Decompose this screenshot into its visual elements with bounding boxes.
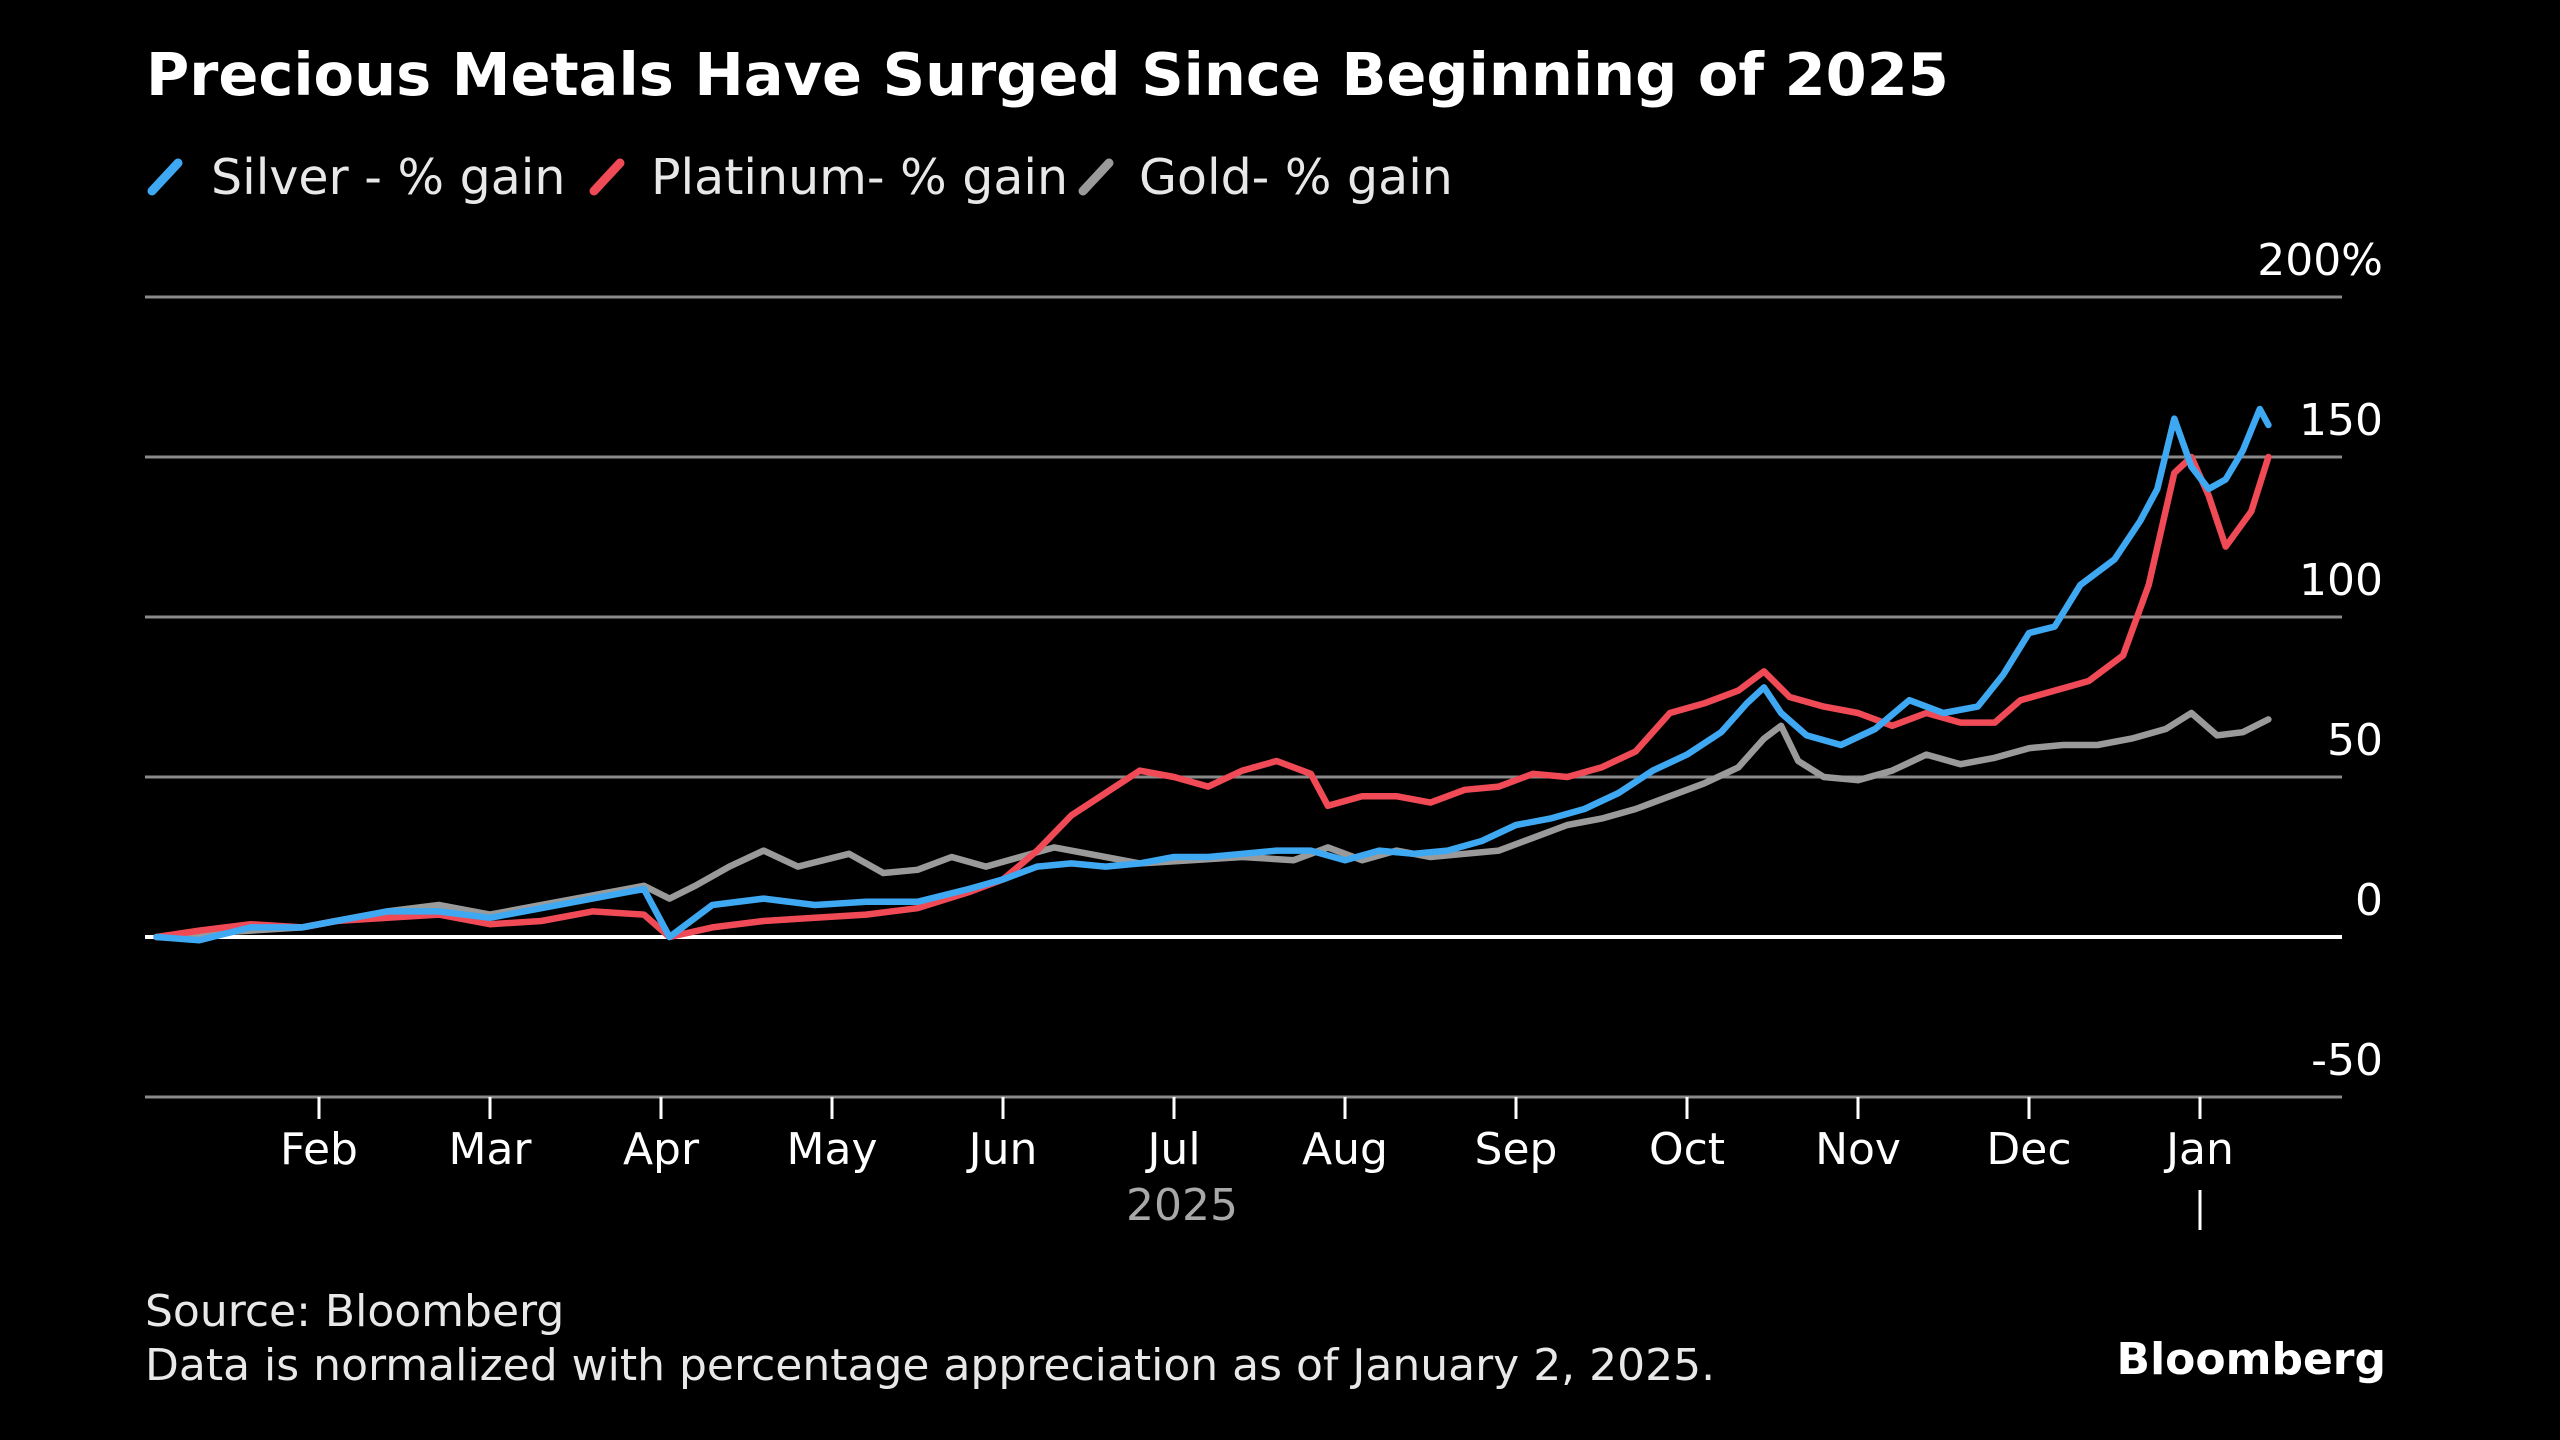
legend-item-gold: Gold- % gain (1078, 149, 1453, 206)
legend-label-platinum: Platinum- % gain (651, 149, 1068, 206)
y-tick-label: 100 (2299, 555, 2383, 606)
x-axis: Feb Mar Apr May Jun Jul Aug Sep Oct Nov Dec Jan (280, 1097, 2234, 1230)
legend-label-silver: Silver - % gain (211, 149, 565, 206)
x-tick-label: May (787, 1124, 878, 1175)
legend-swatch-platinum (589, 158, 625, 196)
x-tick-label: Oct (1649, 1124, 1725, 1175)
footnote-text: Data is normalized with percentage appre… (145, 1340, 1715, 1391)
x-tick-label: Jan (2163, 1124, 2234, 1175)
x-axis-year-label: 2025 (1126, 1180, 1238, 1231)
y-tick-label: 150 (2299, 395, 2383, 446)
legend-swatch-gold (1078, 158, 1114, 196)
legend-swatch-silver (147, 158, 183, 196)
series-line-gold (153, 709, 2272, 941)
x-tick-label: Sep (1475, 1124, 1558, 1175)
x-tick-label: Nov (1815, 1124, 1901, 1175)
legend-label-gold: Gold- % gain (1139, 149, 1453, 206)
x-tick-label: Feb (280, 1124, 358, 1175)
chart-title: Precious Metals Have Surged Since Beginn… (146, 40, 1949, 109)
y-tick-label: 50 (2327, 715, 2383, 766)
y-tick-label: 0 (2355, 875, 2383, 926)
x-tick-label: Jul (1144, 1124, 1200, 1175)
y-axis-labels: -50 0 50 100 150 200% (2257, 235, 2383, 1086)
series-lines (153, 405, 2272, 944)
gridlines (145, 295, 2342, 1099)
bloomberg-logo: Bloomberg (2117, 1334, 2386, 1385)
legend-item-platinum: Platinum- % gain (589, 149, 1068, 206)
legend-item-silver: Silver - % gain (147, 149, 565, 206)
series-line-platinum (153, 453, 2272, 941)
x-tick-label: Apr (623, 1124, 700, 1175)
x-tick-label: Aug (1302, 1124, 1388, 1175)
y-tick-label: -50 (2311, 1035, 2383, 1086)
x-tick-label: Dec (1986, 1124, 2071, 1175)
source-text: Source: Bloomberg (145, 1286, 564, 1337)
x-tick-label: Jun (966, 1124, 1038, 1175)
y-tick-label: 200% (2257, 235, 2383, 286)
series-line-silver (153, 405, 2272, 944)
legend: Silver - % gain Platinum- % gain Gold- %… (147, 149, 1453, 206)
x-tick-label: Mar (448, 1124, 532, 1175)
